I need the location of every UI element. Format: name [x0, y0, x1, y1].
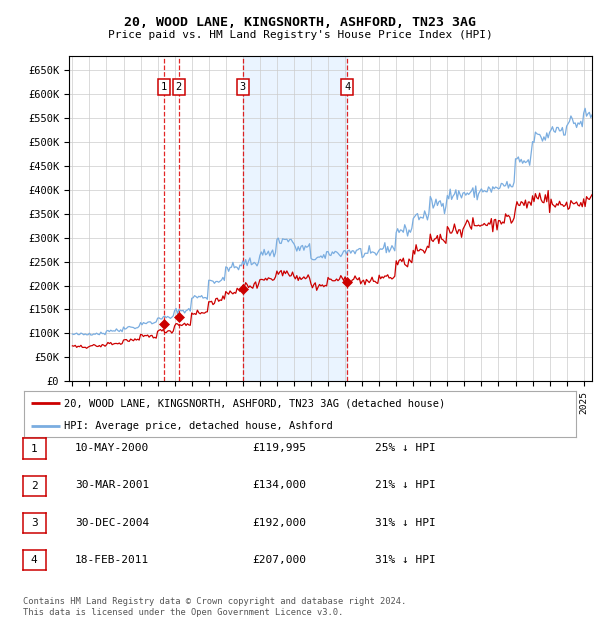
Text: 4: 4	[344, 82, 350, 92]
Text: 21% ↓ HPI: 21% ↓ HPI	[375, 480, 436, 490]
Text: 31% ↓ HPI: 31% ↓ HPI	[375, 555, 436, 565]
Text: Contains HM Land Registry data © Crown copyright and database right 2024.
This d: Contains HM Land Registry data © Crown c…	[23, 598, 406, 617]
Text: 10-MAY-2000: 10-MAY-2000	[75, 443, 149, 453]
Text: HPI: Average price, detached house, Ashford: HPI: Average price, detached house, Ashf…	[64, 421, 333, 431]
Text: 20, WOOD LANE, KINGSNORTH, ASHFORD, TN23 3AG (detached house): 20, WOOD LANE, KINGSNORTH, ASHFORD, TN23…	[64, 398, 446, 408]
Text: £134,000: £134,000	[252, 480, 306, 490]
Text: 2: 2	[31, 480, 38, 491]
Text: £192,000: £192,000	[252, 518, 306, 528]
Bar	[242, 56, 347, 381]
Text: 30-DEC-2004: 30-DEC-2004	[75, 518, 149, 528]
Text: 20, WOOD LANE, KINGSNORTH, ASHFORD, TN23 3AG: 20, WOOD LANE, KINGSNORTH, ASHFORD, TN23…	[124, 16, 476, 29]
Text: £207,000: £207,000	[252, 555, 306, 565]
Text: 31% ↓ HPI: 31% ↓ HPI	[375, 518, 436, 528]
Text: 4: 4	[31, 555, 38, 565]
Text: 30-MAR-2001: 30-MAR-2001	[75, 480, 149, 490]
Text: 25% ↓ HPI: 25% ↓ HPI	[375, 443, 436, 453]
Text: 2: 2	[176, 82, 182, 92]
Text: 3: 3	[31, 518, 38, 528]
Text: 1: 1	[161, 82, 167, 92]
Text: 1: 1	[31, 443, 38, 454]
Text: £119,995: £119,995	[252, 443, 306, 453]
Text: 3: 3	[239, 82, 246, 92]
Text: Price paid vs. HM Land Registry's House Price Index (HPI): Price paid vs. HM Land Registry's House …	[107, 30, 493, 40]
Text: 18-FEB-2011: 18-FEB-2011	[75, 555, 149, 565]
